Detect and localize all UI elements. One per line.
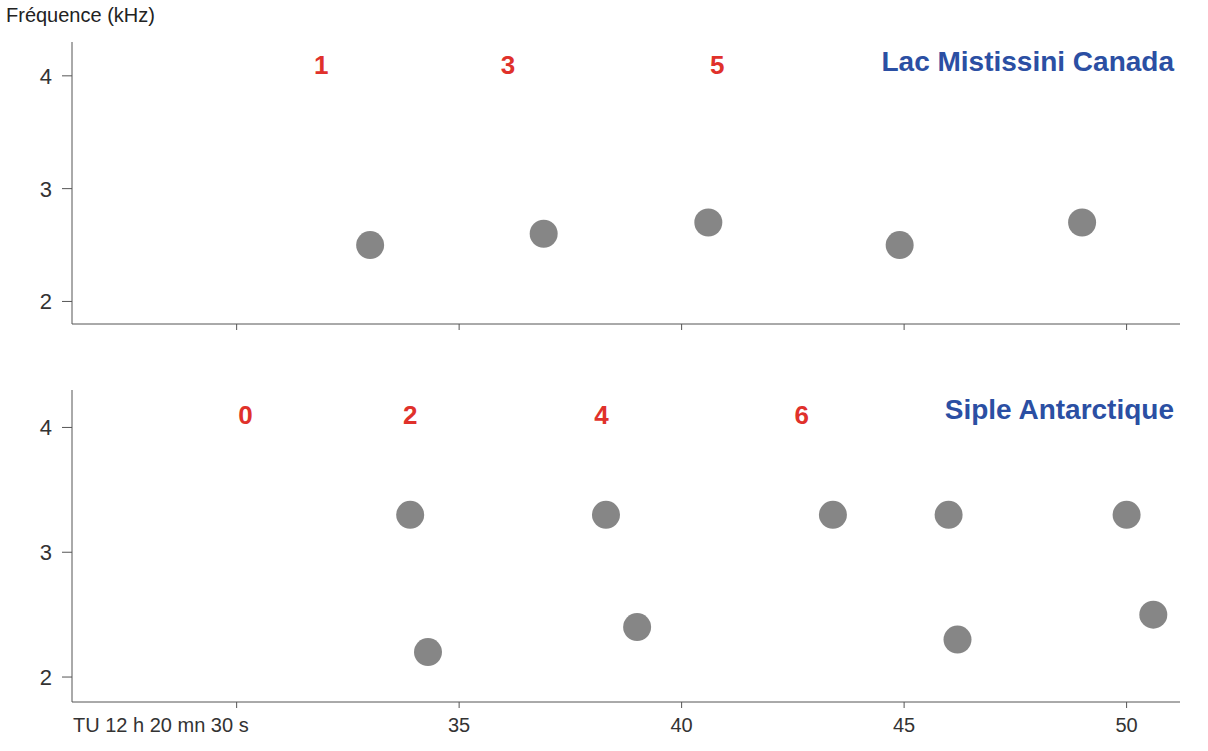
html-text:Fréquence (kHz): Fréquence (kHz) bbox=[6, 4, 155, 26]
svg-text:4: 4 bbox=[594, 400, 609, 430]
svg-text:3: 3 bbox=[40, 177, 52, 202]
html-text:Lac Mistissini Canada: Lac Mistissini Canada bbox=[881, 46, 1174, 77]
svg-text:5: 5 bbox=[710, 50, 724, 80]
svg-text:3: 3 bbox=[501, 50, 515, 80]
svg-text:4: 4 bbox=[40, 64, 52, 89]
svg-text:50: 50 bbox=[1115, 714, 1137, 736]
svg-text:0: 0 bbox=[238, 400, 252, 430]
svg-text:2: 2 bbox=[40, 665, 52, 690]
svg-text:4: 4 bbox=[40, 415, 52, 440]
svg-text:35: 35 bbox=[448, 714, 470, 736]
svg-text:1: 1 bbox=[314, 50, 328, 80]
svg-text:3: 3 bbox=[40, 540, 52, 565]
svg-text:2: 2 bbox=[40, 289, 52, 314]
svg-text:2: 2 bbox=[403, 400, 417, 430]
svg-text:TU 12 h 20 mn 30 s: TU 12 h 20 mn 30 s bbox=[73, 714, 249, 736]
svg-text:6: 6 bbox=[795, 400, 809, 430]
svg-text:40: 40 bbox=[670, 714, 692, 736]
html-text:Siple Antarctique: Siple Antarctique bbox=[944, 394, 1174, 425]
svg-text:45: 45 bbox=[893, 714, 915, 736]
